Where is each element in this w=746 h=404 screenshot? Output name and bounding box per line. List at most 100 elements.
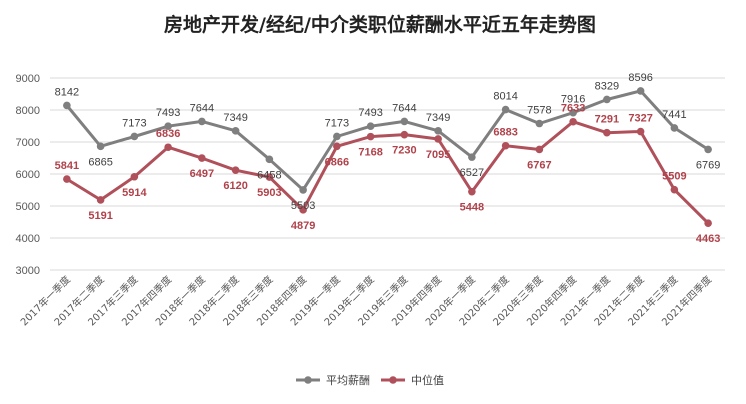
data-label-median: 6767	[527, 159, 551, 171]
marker-average	[130, 132, 139, 141]
data-labels: 8142 6865 7173 7493 7644 7349 6458 5503 7173 7493…	[55, 72, 721, 245]
y-tick-label: 7000	[16, 137, 40, 149]
data-label-median: 5448	[460, 202, 484, 214]
data-label-average: 7916	[561, 94, 585, 106]
data-label-average: 7173	[325, 117, 349, 129]
marker-median	[198, 154, 206, 162]
marker-average	[366, 122, 375, 131]
data-label-average: 8596	[628, 72, 652, 84]
marker-average	[603, 95, 611, 104]
data-label-average: 7349	[223, 112, 247, 124]
data-label-median: 6883	[493, 127, 517, 139]
marker-median	[265, 173, 274, 181]
marker-average	[670, 124, 679, 132]
data-label-median: 4879	[291, 220, 315, 232]
data-label-median: 7291	[595, 114, 619, 126]
legend-item-average: 平均薪酬	[296, 374, 370, 387]
marker-median	[63, 175, 71, 183]
series-lines	[65, 89, 710, 225]
marker-median	[468, 187, 476, 196]
x-axis: 2017年一季度2017年二季度2017年三季度2017年四季度2018年一季度…	[18, 273, 715, 328]
marker-median	[400, 130, 409, 139]
data-label-median: 5509	[662, 171, 686, 183]
data-label-average: 7173	[122, 117, 146, 129]
marker-average	[535, 119, 544, 128]
marker-median	[569, 117, 577, 126]
marker-median	[704, 219, 712, 227]
data-label-median: 6836	[156, 128, 180, 140]
marker-median	[603, 128, 611, 137]
data-label-average: 8329	[595, 80, 619, 92]
marker-median	[333, 142, 341, 151]
y-tick-label: 3000	[16, 265, 40, 277]
marker-median	[164, 143, 172, 152]
series-line-average	[65, 89, 709, 192]
data-label-median: 5903	[257, 187, 281, 199]
y-tick-label: 9000	[16, 73, 40, 85]
marker-median	[366, 132, 375, 141]
marker-median	[231, 166, 240, 174]
data-label-median: 6120	[223, 180, 247, 192]
marker-average	[636, 87, 645, 95]
marker-median	[670, 185, 679, 194]
y-tick-label: 4000	[16, 233, 40, 245]
marker-average	[434, 127, 442, 135]
marker-average	[299, 186, 307, 194]
data-label-average: 8014	[493, 91, 517, 103]
series-markers	[63, 87, 712, 227]
marker-average	[63, 101, 71, 110]
gridlines	[50, 77, 725, 271]
marker-median	[501, 141, 510, 150]
marker-average	[569, 108, 577, 117]
y-tick-label: 6000	[16, 169, 40, 181]
legend-marker	[389, 376, 397, 384]
data-label-median: 6497	[190, 168, 214, 180]
marker-average	[468, 153, 476, 161]
marker-average	[501, 105, 510, 114]
data-label-average: 7578	[527, 105, 551, 117]
marker-average	[96, 142, 105, 151]
series-line-median	[66, 120, 710, 225]
legend-label: 中位值	[411, 373, 444, 387]
marker-average	[400, 117, 409, 126]
data-label-average: 6458	[257, 169, 281, 181]
data-label-average: 6865	[88, 156, 112, 168]
marker-average	[704, 145, 712, 154]
data-label-median: 4463	[696, 233, 720, 245]
data-label-median: 7095	[426, 149, 450, 161]
data-label-median: 5191	[88, 210, 112, 222]
chart-title: 房地产开发/经纪/中介类职位薪酬水平近五年走势图	[164, 13, 596, 36]
marker-median	[130, 172, 139, 181]
y-tick-label: 8000	[16, 105, 40, 117]
marker-median	[636, 127, 645, 136]
data-label-median: 7230	[392, 145, 416, 157]
legend-item-median: 中位值	[381, 373, 444, 387]
data-label-median: 7168	[358, 147, 382, 159]
data-label-median: 5841	[55, 160, 79, 172]
data-label-average: 6769	[696, 159, 720, 171]
data-label-average: 6527	[460, 167, 484, 179]
data-label-average: 7349	[426, 112, 450, 124]
marker-average	[265, 155, 274, 164]
marker-median	[535, 145, 544, 154]
legend: 平均薪酬 中位值	[296, 373, 444, 387]
data-label-median: 7327	[628, 113, 652, 125]
data-label-median: 7633	[561, 103, 585, 115]
legend-marker	[304, 376, 312, 384]
marker-average	[333, 132, 341, 141]
data-label-average: 7493	[358, 107, 382, 119]
data-label-median: 6866	[325, 156, 349, 168]
data-label-average: 8142	[55, 86, 79, 98]
y-axis: 3000 4000 5000 6000 7000 8000 9000	[16, 73, 40, 277]
marker-median	[299, 206, 307, 214]
data-label-average: 7441	[662, 109, 686, 121]
data-label-average: 7644	[190, 102, 214, 114]
data-label-average: 7644	[392, 102, 416, 114]
marker-median	[434, 135, 442, 143]
data-label-average: 5503	[291, 200, 315, 212]
data-label-median: 5914	[122, 187, 147, 199]
marker-average	[231, 127, 240, 135]
marker-median	[96, 196, 105, 204]
marker-average	[164, 122, 172, 131]
